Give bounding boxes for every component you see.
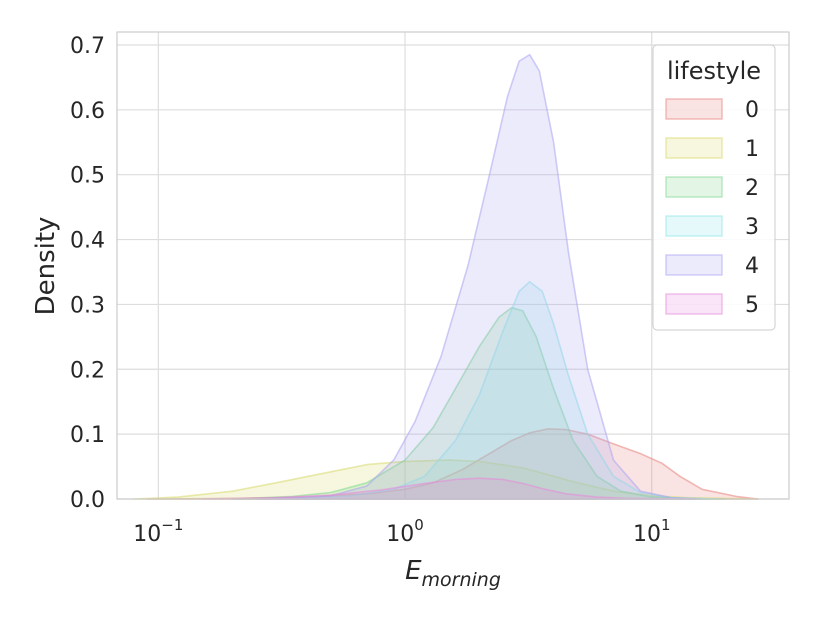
x-tick-label: 100 bbox=[386, 516, 424, 547]
x-tick-exponent: 1 bbox=[661, 516, 671, 534]
x-tick-base: 10 bbox=[633, 522, 661, 547]
legend-title: lifestyle bbox=[667, 57, 761, 85]
legend-label-0: 0 bbox=[745, 98, 759, 123]
legend-swatch-3 bbox=[665, 215, 723, 237]
legend-label-1: 1 bbox=[745, 137, 759, 162]
legend-label-3: 3 bbox=[745, 215, 759, 240]
plot-border bbox=[116, 31, 790, 500]
y-tick-label: 0.0 bbox=[70, 488, 105, 513]
legend-label-5: 5 bbox=[745, 293, 759, 318]
x-axis-label: Emorning bbox=[405, 556, 501, 591]
legend-swatch-2 bbox=[665, 176, 723, 198]
y-tick-label: 0.1 bbox=[70, 423, 105, 448]
legend-label-4: 4 bbox=[745, 254, 759, 279]
x-tick-label: 101 bbox=[633, 516, 671, 547]
series-group bbox=[133, 53, 759, 500]
legend-swatch-5 bbox=[665, 293, 723, 315]
density-area-3 bbox=[275, 280, 716, 500]
x-axis: 10−1 100 101 bbox=[133, 516, 670, 547]
y-tick-label: 0.3 bbox=[70, 293, 105, 318]
x-tick-exponent: 0 bbox=[414, 516, 424, 534]
y-tick-label: 0.7 bbox=[70, 34, 105, 59]
x-axis-label-base: E bbox=[405, 556, 422, 586]
legend-label-2: 2 bbox=[745, 176, 759, 201]
y-tick-label: 0.4 bbox=[70, 229, 105, 254]
legend-items: 0 1 2 3 4 5 bbox=[665, 98, 759, 318]
legend-box bbox=[652, 44, 776, 331]
x-tick-base: 10 bbox=[386, 522, 414, 547]
x-axis-label-sub: morning bbox=[422, 569, 501, 591]
legend-swatch-4 bbox=[665, 254, 723, 276]
legend: lifestyle 0 1 2 3 4 5 bbox=[652, 44, 776, 331]
x-tick-label: 10−1 bbox=[133, 516, 183, 547]
x-tick-base: 10 bbox=[133, 522, 161, 547]
legend-swatch-1 bbox=[665, 137, 723, 159]
y-axis: 0.0 0.1 0.2 0.3 0.4 0.5 0.6 0.7 bbox=[70, 34, 105, 513]
legend-swatch-0 bbox=[665, 98, 723, 120]
density-area-4 bbox=[255, 53, 703, 500]
y-tick-label: 0.6 bbox=[70, 99, 105, 124]
y-axis-label: Density bbox=[31, 217, 61, 316]
y-tick-label: 0.2 bbox=[70, 358, 105, 383]
grid bbox=[117, 32, 789, 500]
y-tick-label: 0.5 bbox=[70, 164, 105, 189]
x-tick-exponent: −1 bbox=[161, 516, 183, 534]
